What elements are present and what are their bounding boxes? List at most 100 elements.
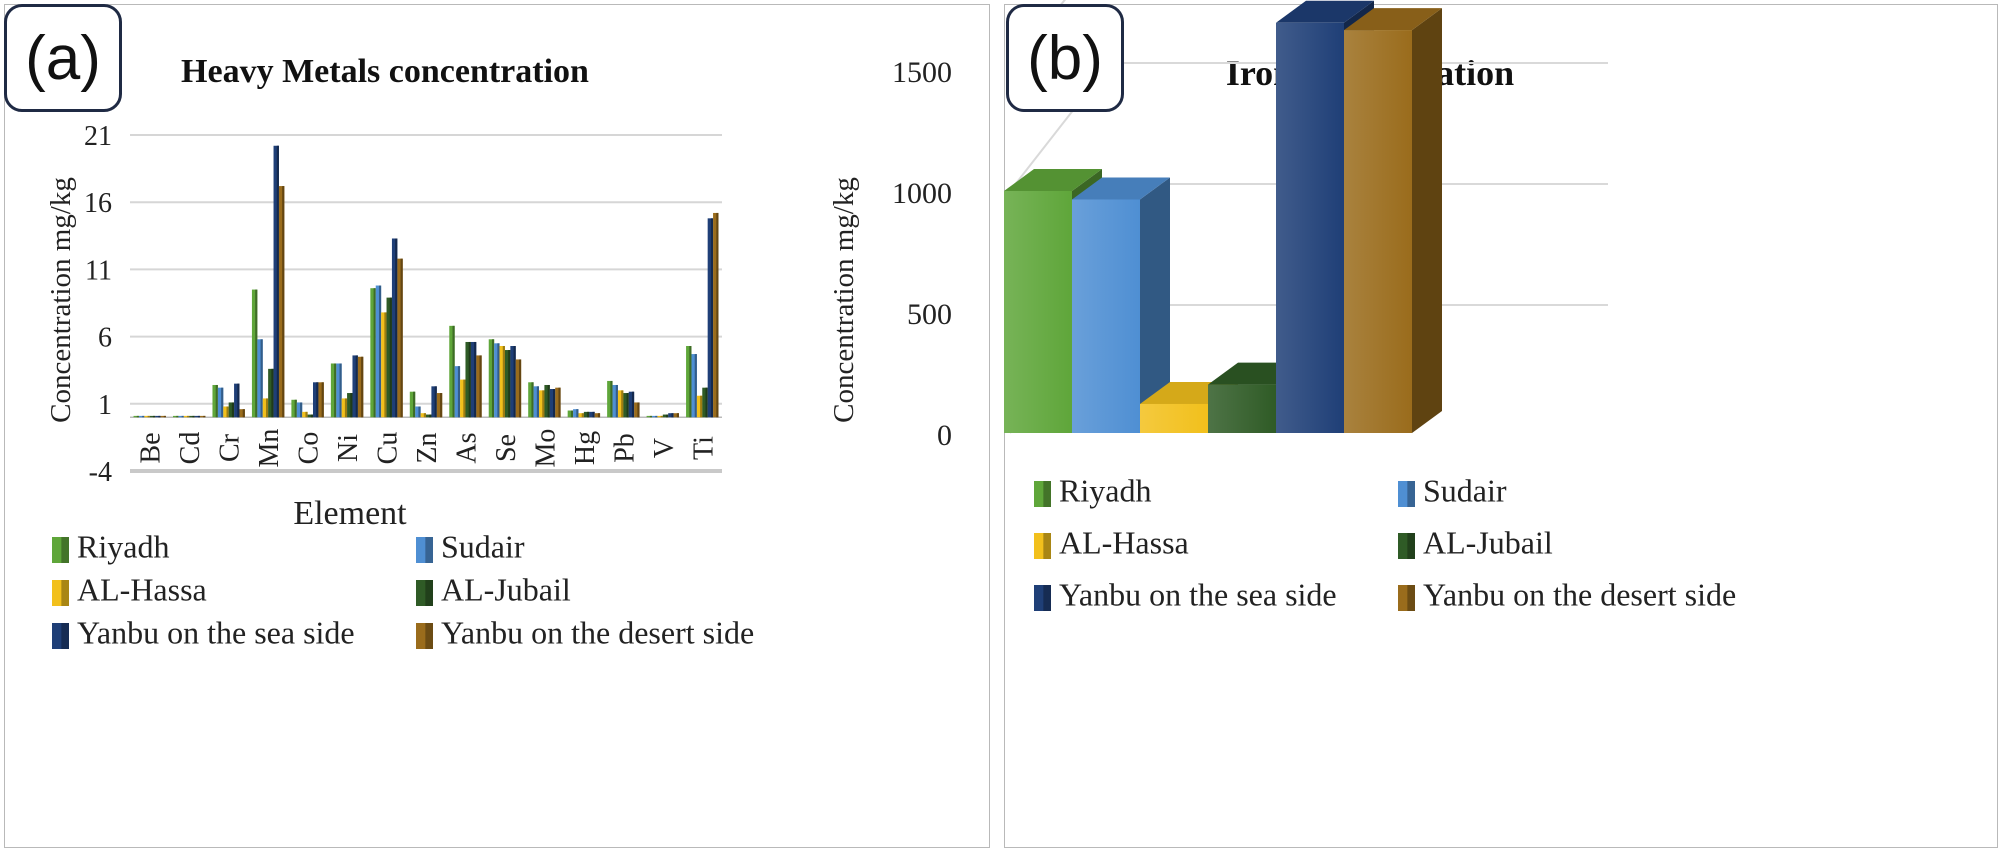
chart-a-bar-side-cr-yanbu-on-the-desert-side [242, 409, 245, 418]
chart-a-bar-side-be-riyadh [136, 415, 139, 418]
chart-a-bar-mo-yanbu-on-the-desert-side [555, 387, 561, 418]
chart-a-bar-pb-yanbu-on-the-desert-side [634, 402, 640, 418]
chart-a-bar-co-sudair [296, 402, 303, 418]
chart-panel-a [4, 4, 990, 848]
chart-a-bar-ni-al-jubail [347, 393, 353, 418]
chart-a-bar-side-ti-al-hassa [700, 395, 703, 418]
chart-b-legend-swatch-side-yanbu-on-the-desert-side [1407, 585, 1415, 611]
chart-a-bar-side-zn-yanbu-on-the-desert-side [440, 393, 443, 418]
chart-a-y-tick: 6 [98, 323, 112, 354]
chart-a-bar-pb-riyadh [607, 380, 613, 418]
chart-a-bar-side-mo-al-jubail [547, 384, 550, 418]
chart-b-bar-side-yanbu-on-the-desert-side [1412, 8, 1442, 433]
chart-a-bar-zn-al-hassa [420, 413, 426, 418]
chart-a-bar-se-sudair [494, 343, 500, 418]
chart-b-legend-swatch-side-yanbu-on-the-sea-side [1043, 585, 1051, 611]
chart-a-bar-cd-al-jubail [189, 415, 195, 418]
chart-a-bar-v-al-jubail [662, 414, 669, 418]
chart-a-bar-side-ni-al-hassa [344, 398, 348, 418]
chart-a-bar-side-as-riyadh [452, 325, 455, 418]
chart-a-y-tick: 1 [98, 390, 112, 421]
chart-a-bar-be-al-hassa [144, 415, 150, 418]
chart-a-bar-cr-riyadh [212, 384, 218, 418]
chart-a-bar-side-cu-yanbu-on-the-sea-side [395, 238, 398, 418]
chart-a-bar-mo-yanbu-on-the-sea-side [549, 389, 556, 418]
chart-a-bar-side-ni-yanbu-on-the-sea-side [355, 355, 358, 418]
chart-a-bar-cd-yanbu-on-the-sea-side [194, 415, 200, 418]
chart-a-bar-as-riyadh [449, 325, 455, 418]
chart-b-legend-swatch-side-riyadh [1043, 481, 1051, 507]
chart-a-bar-cd-riyadh [173, 415, 179, 418]
chart-a-bar-side-be-sudair [142, 415, 145, 418]
chart-a-bar-zn-yanbu-on-the-sea-side [431, 386, 437, 418]
chart-a-bar-side-co-yanbu-on-the-desert-side [321, 382, 324, 418]
chart-a-bar-zn-yanbu-on-the-desert-side [436, 393, 443, 418]
chart-a-bar-side-pb-yanbu-on-the-sea-side [631, 391, 635, 418]
chart-a-bar-side-hg-yanbu-on-the-sea-side [592, 411, 595, 418]
chart-a-bar-cu-sudair [375, 285, 382, 418]
chart-a-bar-side-pb-yanbu-on-the-desert-side [637, 402, 640, 418]
chart-a-bar-side-hg-yanbu-on-the-desert-side [597, 413, 601, 418]
chart-a-bar-hg-sudair [573, 409, 579, 418]
chart-a-bar-pb-al-hassa [617, 390, 624, 418]
chart-a-bar-ti-al-hassa [696, 395, 703, 418]
chart-a-bar-side-mn-yanbu-on-the-desert-side [282, 186, 285, 418]
panel-b-label: (b) [1006, 4, 1124, 112]
chart-a-bar-side-mn-al-hassa [265, 398, 269, 418]
chart-b-legend-swatch-side-sudair [1407, 481, 1415, 507]
chart-a-bar-zn-sudair [415, 406, 421, 418]
chart-a-bar-side-zn-al-jubail [429, 414, 432, 418]
chart-b-legend-label-yanbu-on-the-sea-side: Yanbu on the sea side [1059, 576, 1337, 612]
chart-a-bar-side-co-sudair [300, 402, 303, 418]
chart-a-bar-cr-al-jubail [228, 402, 235, 418]
chart-a-bar-co-yanbu-on-the-desert-side [318, 382, 324, 418]
chart-a-bar-cd-yanbu-on-the-desert-side [200, 415, 206, 418]
chart-b-legend-label-al-jubail: AL-Jubail [1423, 524, 1553, 560]
chart-a-bar-side-be-al-hassa [147, 415, 150, 418]
chart-a-bar-side-ti-yanbu-on-the-sea-side [710, 218, 714, 418]
chart-a-bar-se-yanbu-on-the-sea-side [510, 346, 516, 418]
chart-a-bar-side-be-yanbu-on-the-sea-side [158, 415, 161, 418]
chart-a-bar-ni-yanbu-on-the-desert-side [357, 356, 364, 418]
chart-a-bar-hg-yanbu-on-the-sea-side [589, 411, 595, 418]
chart-a-bar-side-ti-riyadh [689, 346, 692, 418]
chart-a-bar-side-ti-al-jubail [705, 387, 708, 418]
chart-a-y-tick: 21 [84, 121, 112, 152]
chart-a-y-tick: 11 [85, 255, 112, 286]
chart-a-bar-side-mo-al-hassa [542, 390, 545, 418]
chart-a-bar-side-ni-riyadh [334, 363, 337, 418]
chart-a-legend-swatch-side-yanbu-on-the-sea-side [61, 623, 69, 649]
chart-a-bar-zn-riyadh [409, 391, 416, 418]
chart-b-y-tick: 500 [907, 298, 952, 331]
chart-a-bar-side-ni-sudair [339, 363, 342, 418]
chart-a-bar-pb-al-jubail [623, 393, 629, 418]
chart-a-bar-side-v-riyadh [649, 415, 652, 418]
chart-a-bar-side-as-al-jubail [468, 341, 471, 418]
chart-a-bar-side-cd-yanbu-on-the-desert-side [203, 415, 206, 418]
chart-a-bar-mn-al-jubail [268, 368, 274, 418]
panel-a-label: (a) [4, 4, 122, 112]
chart-a-bar-side-zn-yanbu-on-the-sea-side [434, 386, 437, 418]
chart-a-x-tick-be: Be [136, 432, 167, 463]
chart-a-bar-cd-al-hassa [183, 415, 190, 418]
chart-a-bar-co-al-jubail [307, 414, 313, 418]
chart-a-bar-side-co-al-hassa [305, 411, 308, 418]
chart-a-bar-side-cd-yanbu-on-the-sea-side [197, 415, 200, 418]
chart-b-bar-shine-al-jubail [1208, 384, 1276, 433]
chart-a-bar-side-se-al-jubail [508, 350, 511, 418]
chart-a-legend-label-al-jubail: AL-Jubail [441, 571, 571, 607]
chart-a-title: Heavy Metals concentration [181, 53, 589, 90]
chart-a-bar-side-cd-riyadh [176, 415, 179, 418]
chart-a-bar-side-co-al-jubail [310, 414, 313, 418]
chart-b-y-tick: 1000 [892, 177, 952, 210]
chart-a-x-tick-cr: Cr [215, 433, 246, 462]
chart-a-bar-side-as-yanbu-on-the-sea-side [474, 341, 477, 418]
chart-b-legend-label-riyadh: Riyadh [1059, 472, 1151, 508]
chart-a-bar-side-be-yanbu-on-the-desert-side [163, 415, 166, 418]
chart-a-bar-side-hg-al-jubail [587, 411, 590, 418]
chart-a-bar-side-co-riyadh [294, 399, 297, 418]
chart-a-y-axis-label: Concentration mg/kg [45, 177, 77, 423]
chart-a-bar-be-sudair [138, 415, 145, 418]
chart-a-bar-side-se-sudair [497, 343, 500, 418]
chart-a-bar-side-pb-al-jubail [626, 393, 629, 418]
